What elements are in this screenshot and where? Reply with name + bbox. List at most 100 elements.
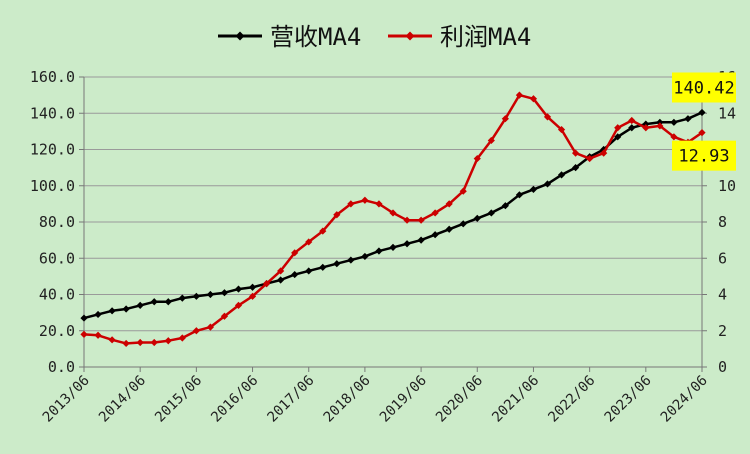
series-1-point [220, 312, 229, 320]
series-0-point [557, 171, 566, 179]
series-1-point [529, 95, 538, 103]
y-left-tick-label: 60.0 [39, 249, 75, 267]
series-1-point [501, 115, 509, 123]
series-0-point [487, 209, 495, 217]
legend-marker [235, 31, 245, 41]
series-1-point [600, 149, 608, 157]
series-1-point [361, 196, 369, 204]
y-left-tick-label: 160.0 [30, 68, 75, 86]
series-1-point [234, 301, 243, 309]
series-1-point [206, 323, 215, 331]
series-1-point [192, 327, 200, 335]
series-1-point [333, 211, 341, 219]
y-right-tick-label: 10 [718, 177, 736, 195]
series-0-point [501, 202, 509, 210]
series-1-point [347, 200, 355, 208]
series-0-point [319, 263, 327, 271]
series-0-point [431, 231, 439, 239]
y-left-tick-label: 40.0 [39, 286, 75, 304]
series-1-point [417, 216, 425, 224]
series-1-point [136, 338, 144, 347]
series-0-point [459, 220, 467, 228]
y-right-tick-label: 6 [718, 249, 727, 267]
callout-label: 140.42 [673, 78, 734, 98]
series-0-point [473, 214, 481, 222]
series-1-point [94, 331, 102, 339]
series-0-point [333, 260, 341, 268]
x-tick-label: 2022/06 [545, 373, 598, 426]
series-1-point [403, 216, 411, 224]
legend-marker [405, 31, 415, 41]
series-1-point [628, 116, 636, 125]
series-0-point [192, 292, 200, 300]
series-0-point [80, 314, 88, 322]
y-right-tick-label: 14 [718, 104, 736, 122]
series-0-point [614, 133, 622, 141]
y-right-tick-label: 2 [718, 322, 727, 340]
series-0-point [403, 240, 411, 248]
callout-label: 12.93 [678, 147, 729, 167]
series-1-point [431, 209, 439, 217]
series-1-point [319, 227, 327, 235]
series-1-point [80, 330, 88, 338]
series-1-point [262, 280, 271, 288]
series-1-point [164, 337, 172, 345]
series-1-point [670, 133, 678, 141]
series-1-point [375, 200, 383, 208]
series-0-point [515, 191, 524, 199]
series-1-point [473, 154, 481, 163]
x-tick-label: 2019/06 [377, 373, 430, 426]
y-left-tick-label: 120.0 [30, 141, 75, 159]
series-0-point [220, 289, 229, 297]
series-0-point [277, 276, 285, 284]
callout-box [672, 72, 736, 103]
series-1-point [445, 200, 453, 208]
series-0-point [248, 283, 257, 291]
series-1-point [515, 91, 524, 99]
series-0-point [543, 180, 552, 188]
series-1-point [656, 122, 664, 130]
x-tick-label: 2024/06 [658, 373, 711, 426]
series-0-point [375, 247, 383, 255]
series-1-point [698, 129, 706, 137]
series-1-point [122, 339, 130, 348]
series-0-point [305, 267, 313, 275]
x-tick-label: 2016/06 [208, 373, 261, 426]
series-0-point [136, 301, 144, 309]
legend-label: 利润MA4 [440, 23, 531, 51]
series-0-point [529, 185, 538, 193]
series-1-point [178, 334, 186, 342]
series-1-point [108, 336, 116, 344]
series-1-point [614, 124, 622, 132]
series-0-point [670, 118, 678, 126]
series-0-point [150, 298, 158, 306]
series-0-point [347, 256, 355, 264]
series-0-point [445, 225, 453, 233]
series-0-point [234, 285, 243, 293]
x-tick-label: 2018/06 [321, 373, 374, 426]
series-0-point [698, 108, 706, 117]
series-1-point [543, 113, 552, 121]
series-1-point [642, 124, 650, 132]
y-left-tick-label: 80.0 [39, 213, 75, 231]
series-0-point [389, 243, 397, 251]
y-right-tick-label: 8 [718, 213, 727, 231]
series-0-point [361, 252, 369, 261]
x-tick-label: 2014/06 [96, 373, 149, 426]
series-0-point [164, 298, 172, 306]
series-0-point [108, 307, 116, 315]
series-0-point [628, 124, 636, 132]
series-1-point [150, 338, 158, 347]
series-0-point [178, 294, 186, 302]
series-0-point [291, 270, 299, 279]
x-tick-label: 2020/06 [433, 373, 486, 426]
x-tick-label: 2023/06 [602, 373, 655, 426]
series-1-point [487, 136, 495, 145]
series-0-point [417, 236, 425, 244]
series-0-point [571, 164, 580, 172]
y-left-tick-label: 140.0 [30, 104, 75, 122]
callout-box [672, 140, 736, 171]
series-0-point [656, 118, 664, 126]
